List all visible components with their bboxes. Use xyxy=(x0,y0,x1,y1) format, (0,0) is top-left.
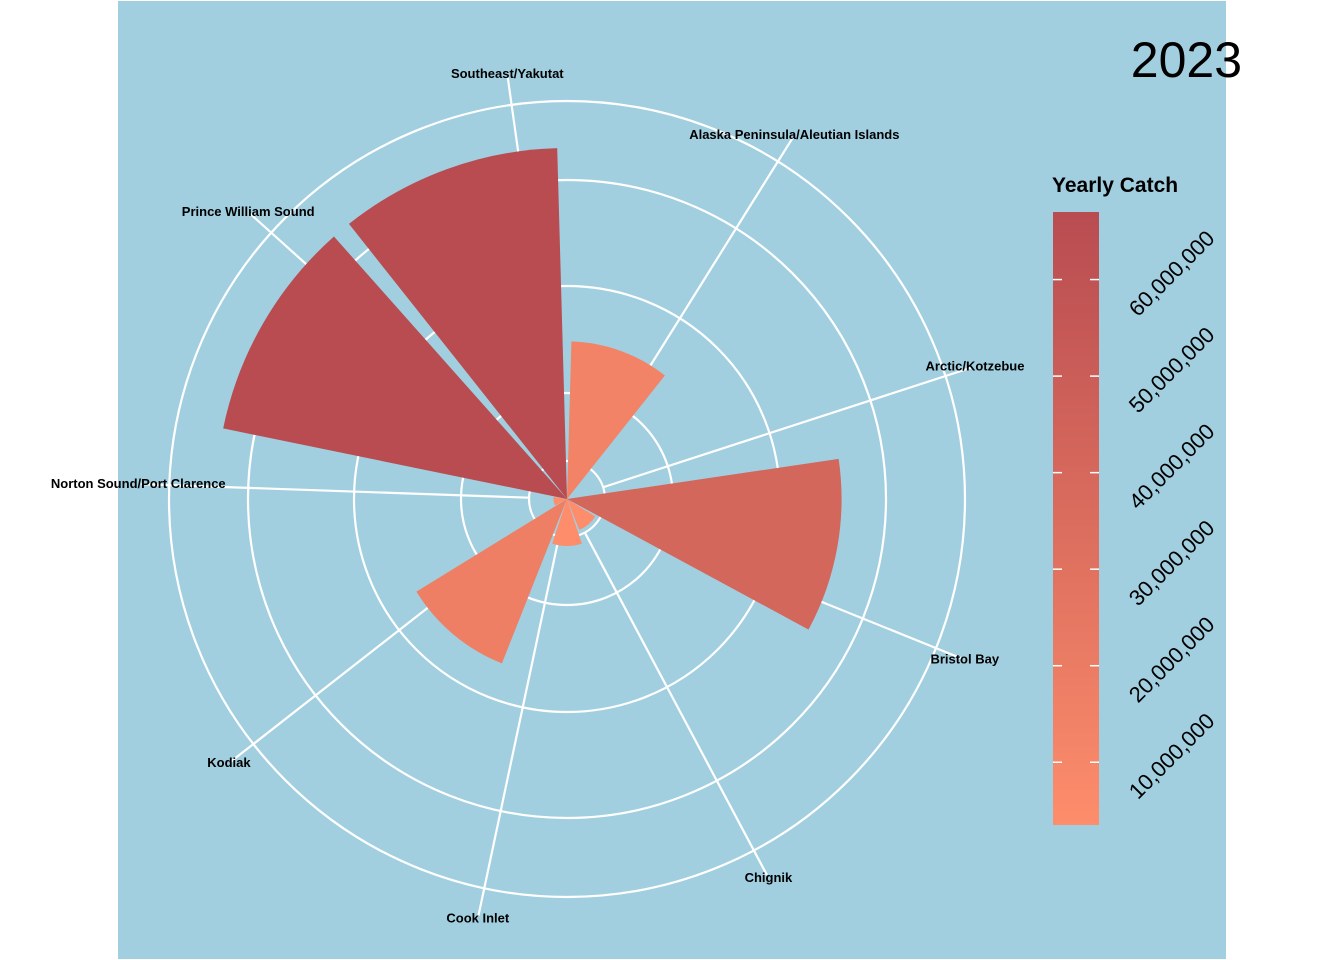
category-label: Southeast/Yakutat xyxy=(451,66,564,81)
legend-tick-label: 30,000,000 xyxy=(1124,515,1220,611)
spoke-line xyxy=(477,535,561,916)
category-label: Bristol Bay xyxy=(930,652,999,667)
legend-tick-label: 60,000,000 xyxy=(1124,226,1220,322)
category-label: Arctic/Kotzebue xyxy=(926,358,1025,373)
category-label: Prince William Sound xyxy=(182,204,315,219)
category-label: Chignik xyxy=(745,870,793,885)
grid-layer xyxy=(141,76,973,916)
bar-layer xyxy=(223,148,842,664)
bar-alaska-peninsula-aleutian-islands xyxy=(567,341,665,499)
spoke-line xyxy=(602,366,973,489)
bar-bristol-bay xyxy=(567,458,842,630)
bar-arctic-kotzebue xyxy=(567,497,569,499)
grid-circle xyxy=(246,178,888,820)
bar-norton-sound-port-clarence xyxy=(553,497,567,506)
category-label: Cook Inlet xyxy=(446,911,510,926)
bar-southeast-yakutat xyxy=(348,148,567,500)
bar-cook-inlet xyxy=(552,499,582,546)
legend-tick-label: 20,000,000 xyxy=(1124,612,1220,708)
year-title: 2023 xyxy=(1130,32,1242,88)
legend-tick-label: 50,000,000 xyxy=(1124,322,1220,418)
color-legend: 10,000,00020,000,00030,000,00040,000,000… xyxy=(1053,212,1219,825)
category-label-layer: Alaska Peninsula/Aleutian Islands Arctic/… xyxy=(51,66,1025,925)
spoke-line xyxy=(141,483,530,499)
legend-title: Yearly Catch xyxy=(1052,174,1179,197)
legend-tick-label: 10,000,000 xyxy=(1124,708,1220,804)
legend-tick-label: 40,000,000 xyxy=(1124,419,1220,515)
legend-colorbar xyxy=(1053,212,1099,825)
bar-prince-william-sound xyxy=(223,236,568,499)
grid-circle xyxy=(167,99,967,899)
bar-kodiak xyxy=(416,499,567,664)
bar-chignik xyxy=(567,499,596,530)
spoke-line xyxy=(583,532,768,876)
category-label: Alaska Peninsula/Aleutian Islands xyxy=(689,127,899,142)
category-label: Norton Sound/Port Clarence xyxy=(51,476,226,491)
category-label: Kodiak xyxy=(207,755,251,770)
